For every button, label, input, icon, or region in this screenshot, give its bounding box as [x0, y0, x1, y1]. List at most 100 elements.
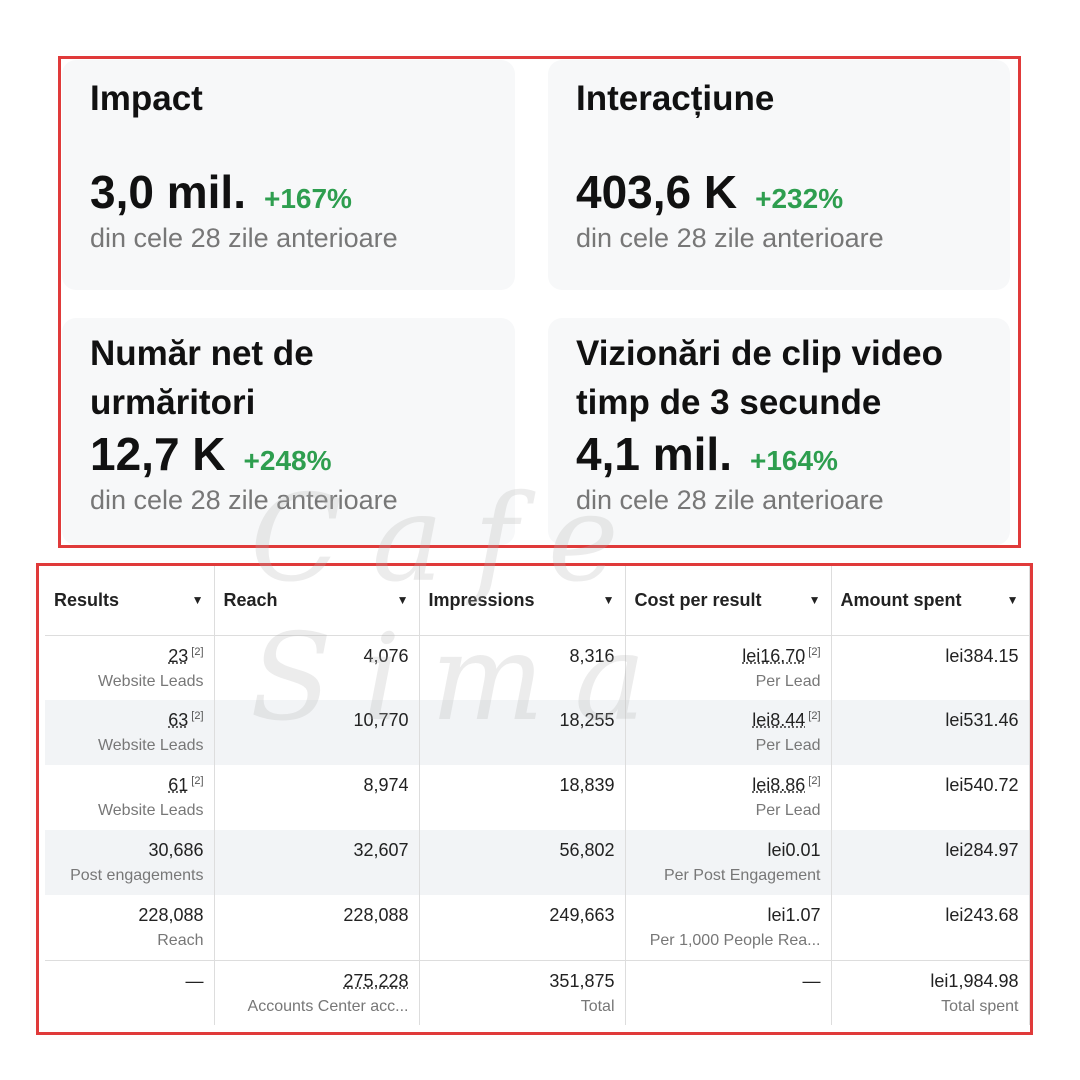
spent-value: lei531.46 [945, 710, 1019, 730]
column-header[interactable]: Results ▼ [45, 566, 215, 636]
spent-value: lei384.15 [945, 645, 1019, 666]
reach-value: 10,770 [353, 710, 409, 730]
ads-results-table: Results ▼ Reach ▼ Impressions ▼ Cost per resul… [36, 563, 1033, 1035]
card-period: din cele 28 zile anterioare [90, 485, 398, 515]
spent-value: lei243.68 [945, 905, 1019, 925]
cost-value[interactable]: lei16.70 [742, 645, 806, 666]
note-marker: [2] [808, 645, 821, 658]
cost-value: lei0.01 [767, 840, 821, 860]
table-row: 30,686 Post engagements 32,607 56,802 lei0.0… [45, 830, 1030, 895]
cell-spent: lei284.97 [831, 830, 1030, 895]
results-value[interactable]: 23 [168, 645, 189, 666]
column-label: Amount spent [840, 589, 962, 610]
cell-spent: lei384.15 [831, 635, 1030, 700]
cost-value[interactable]: lei8.44 [752, 710, 806, 730]
cell-results: 30,686 Post engagements [45, 830, 215, 895]
reach-value: 32,607 [353, 840, 409, 860]
cell-cost: lei1.07 Per 1,000 People Rea... [625, 895, 832, 960]
card-title: Număr net de urmăritori [90, 334, 314, 422]
reach-value: 228,088 [343, 905, 409, 925]
results-subtitle: Website Leads [97, 802, 204, 819]
caret-down-icon[interactable]: ▼ [808, 593, 821, 608]
cell-impressions: 8,316 [419, 635, 626, 700]
cost-subtitle: Per Lead [755, 737, 821, 754]
cell-impressions: 56,802 [419, 830, 626, 895]
card-period: din cele 28 zile anterioare [90, 223, 398, 253]
reach-value: 8,974 [363, 775, 409, 795]
cell-reach: 10,770 [214, 700, 420, 765]
cell-cost: — [625, 959, 832, 1025]
cell-reach: 32,607 [214, 830, 420, 895]
cell-impressions: 249,663 [419, 895, 626, 960]
impressions-value: 56,802 [559, 840, 615, 860]
cell-results: — [45, 959, 215, 1025]
table-row: 61 [2] Website Leads 8,974 18,839 lei8.86 [2] P… [45, 765, 1030, 830]
note-marker: [2] [808, 775, 821, 787]
results-value: — [185, 970, 204, 991]
note-marker: [2] [191, 775, 204, 787]
card-period: din cele 28 zile anterioare [576, 223, 884, 253]
caret-down-icon[interactable]: ▼ [396, 593, 409, 608]
results-value[interactable]: 63 [168, 710, 189, 730]
card-value: 12,7 K [90, 428, 226, 480]
card-value: 3,0 mil. [90, 166, 246, 218]
reach-value[interactable]: 275,228 [343, 970, 409, 991]
cell-reach: 4,076 [214, 635, 420, 700]
impressions-value: 351,875 [549, 970, 615, 991]
cell-cost: lei8.86 [2] Per Lead [625, 765, 832, 830]
card-period: din cele 28 zile anterioare [576, 485, 884, 515]
card-change: +248% [243, 445, 332, 476]
card-interaction: Interacțiune 403,6 K +232% din cele 28 zi… [548, 60, 1010, 290]
results-subtitle: Website Leads [97, 672, 204, 690]
cell-spent: lei540.72 [831, 765, 1030, 830]
impressions-value: 8,316 [569, 645, 615, 666]
column-label: Impressions [428, 589, 535, 610]
table-row: 23 [2] Website Leads 4,076 8,316 lei16.70 [2] P… [45, 635, 1030, 700]
results-subtitle: Post engagements [70, 867, 204, 884]
column-header[interactable]: Cost per result ▼ [625, 566, 832, 636]
column-header[interactable]: Reach ▼ [214, 566, 420, 636]
cell-results: 23 [2] Website Leads [45, 635, 215, 700]
cost-subtitle: Per Lead [755, 802, 821, 819]
card-title: Impact [90, 79, 203, 118]
card-impact: Impact 3,0 mil. +167% din cele 28 zile an… [62, 60, 515, 290]
cell-impressions: 18,839 [419, 765, 626, 830]
card-title: Vizionări de clip video timp de 3 secund… [576, 334, 943, 422]
impressions-subtitle: Total [580, 997, 615, 1015]
column-label: Cost per result [634, 589, 762, 610]
cost-subtitle: Per Post Engagement [663, 867, 821, 884]
spent-value: lei284.97 [945, 840, 1019, 860]
caret-down-icon[interactable]: ▼ [191, 593, 204, 608]
table-row: 228,088 Reach 228,088 249,663 lei1.07 Per 1,0… [45, 895, 1030, 960]
spent-value: lei1,984.98 [930, 970, 1019, 991]
cell-cost: lei8.44 [2] Per Lead [625, 700, 832, 765]
column-header[interactable]: Impressions ▼ [419, 566, 626, 636]
card-value: 403,6 K [576, 166, 738, 218]
cell-cost: lei16.70 [2] Per Lead [625, 635, 832, 700]
results-value[interactable]: 61 [168, 775, 189, 795]
caret-down-icon[interactable]: ▼ [602, 593, 615, 608]
column-label: Reach [223, 589, 278, 610]
column-header[interactable]: Amount spent ▼ [831, 566, 1030, 636]
cell-reach: 228,088 [214, 895, 420, 960]
cost-value[interactable]: lei8.86 [752, 775, 806, 795]
cell-spent: lei531.46 [831, 700, 1030, 765]
cell-results: 63 [2] Website Leads [45, 700, 215, 765]
caret-down-icon[interactable]: ▼ [1006, 593, 1019, 608]
reach-subtitle: Accounts Center acc... [247, 997, 409, 1015]
insights-overview [58, 56, 1021, 548]
cell-cost: lei0.01 Per Post Engagement [625, 830, 832, 895]
note-marker: [2] [191, 710, 204, 722]
cell-results: 228,088 Reach [45, 895, 215, 960]
spent-value: lei540.72 [945, 775, 1019, 795]
column-label: Results [54, 589, 120, 610]
note-marker: [2] [191, 645, 204, 658]
impressions-value: 18,839 [559, 775, 615, 795]
cost-subtitle: Per Lead [755, 672, 821, 690]
cell-reach: 275,228 Accounts Center acc... [214, 959, 420, 1025]
impressions-value: 18,255 [559, 710, 615, 730]
table-row: 63 [2] Website Leads 10,770 18,255 lei8.44 [2]… [45, 700, 1030, 765]
card-title: Interacțiune [576, 79, 775, 118]
cost-value: — [802, 970, 821, 991]
card-change: +164% [749, 445, 838, 476]
